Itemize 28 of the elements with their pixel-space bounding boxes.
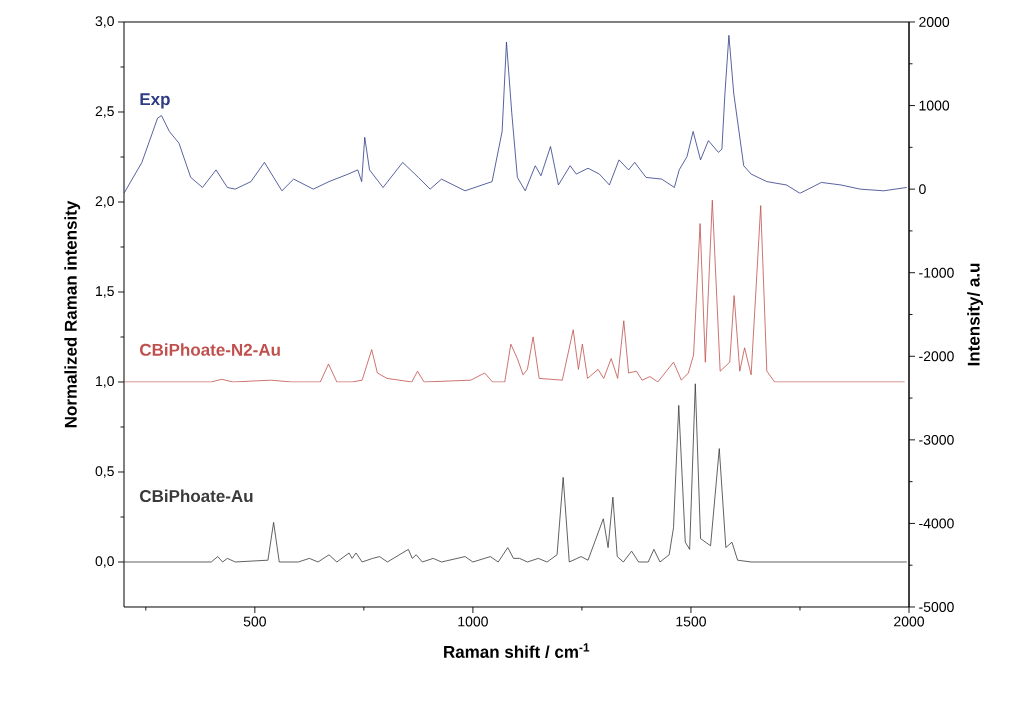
x-tick-label: 500 <box>243 616 266 627</box>
y-tick-label: 0,5 <box>95 466 114 478</box>
y2-axis-title: Intensity/ a.u <box>967 263 984 366</box>
x-tick-label: 1000 <box>458 616 488 627</box>
y2-tick-label: -3000 <box>919 434 954 445</box>
series-label: Exp <box>140 93 170 109</box>
y2-tick-label: -5000 <box>919 602 954 612</box>
x-axis-title: Raman shift / cm$^{-1}$ <box>444 643 590 659</box>
y2-tick-label: -1000 <box>919 267 954 278</box>
line-series <box>124 383 908 563</box>
line-series <box>124 199 906 383</box>
y-tick-label: 2,0 <box>95 196 114 208</box>
y-tick-label: 1,5 <box>96 286 114 298</box>
series-label: CBiPhoate-N2-Au <box>140 343 280 356</box>
series-label: CBiPhoate-Au <box>140 489 253 503</box>
y2-tick-label: 0 <box>919 184 926 195</box>
x-tick-label: 2000 <box>894 616 925 627</box>
y-tick-label: 1,0 <box>96 376 114 388</box>
line-series <box>124 34 908 194</box>
y2-tick-label: -2000 <box>919 351 954 362</box>
x-tick-label: 1500 <box>676 616 706 627</box>
y2-tick-label: 2000 <box>919 17 950 27</box>
y-tick-label: 2,5 <box>95 106 114 118</box>
y-tick-label: 3,0 <box>95 16 114 28</box>
y2-tick-label: -4000 <box>919 518 954 529</box>
y-tick-label: 0,0 <box>95 556 114 568</box>
y2-tick-label: 1000 <box>919 100 950 111</box>
y-axis-title: Normalized Raman intensity <box>64 200 81 428</box>
